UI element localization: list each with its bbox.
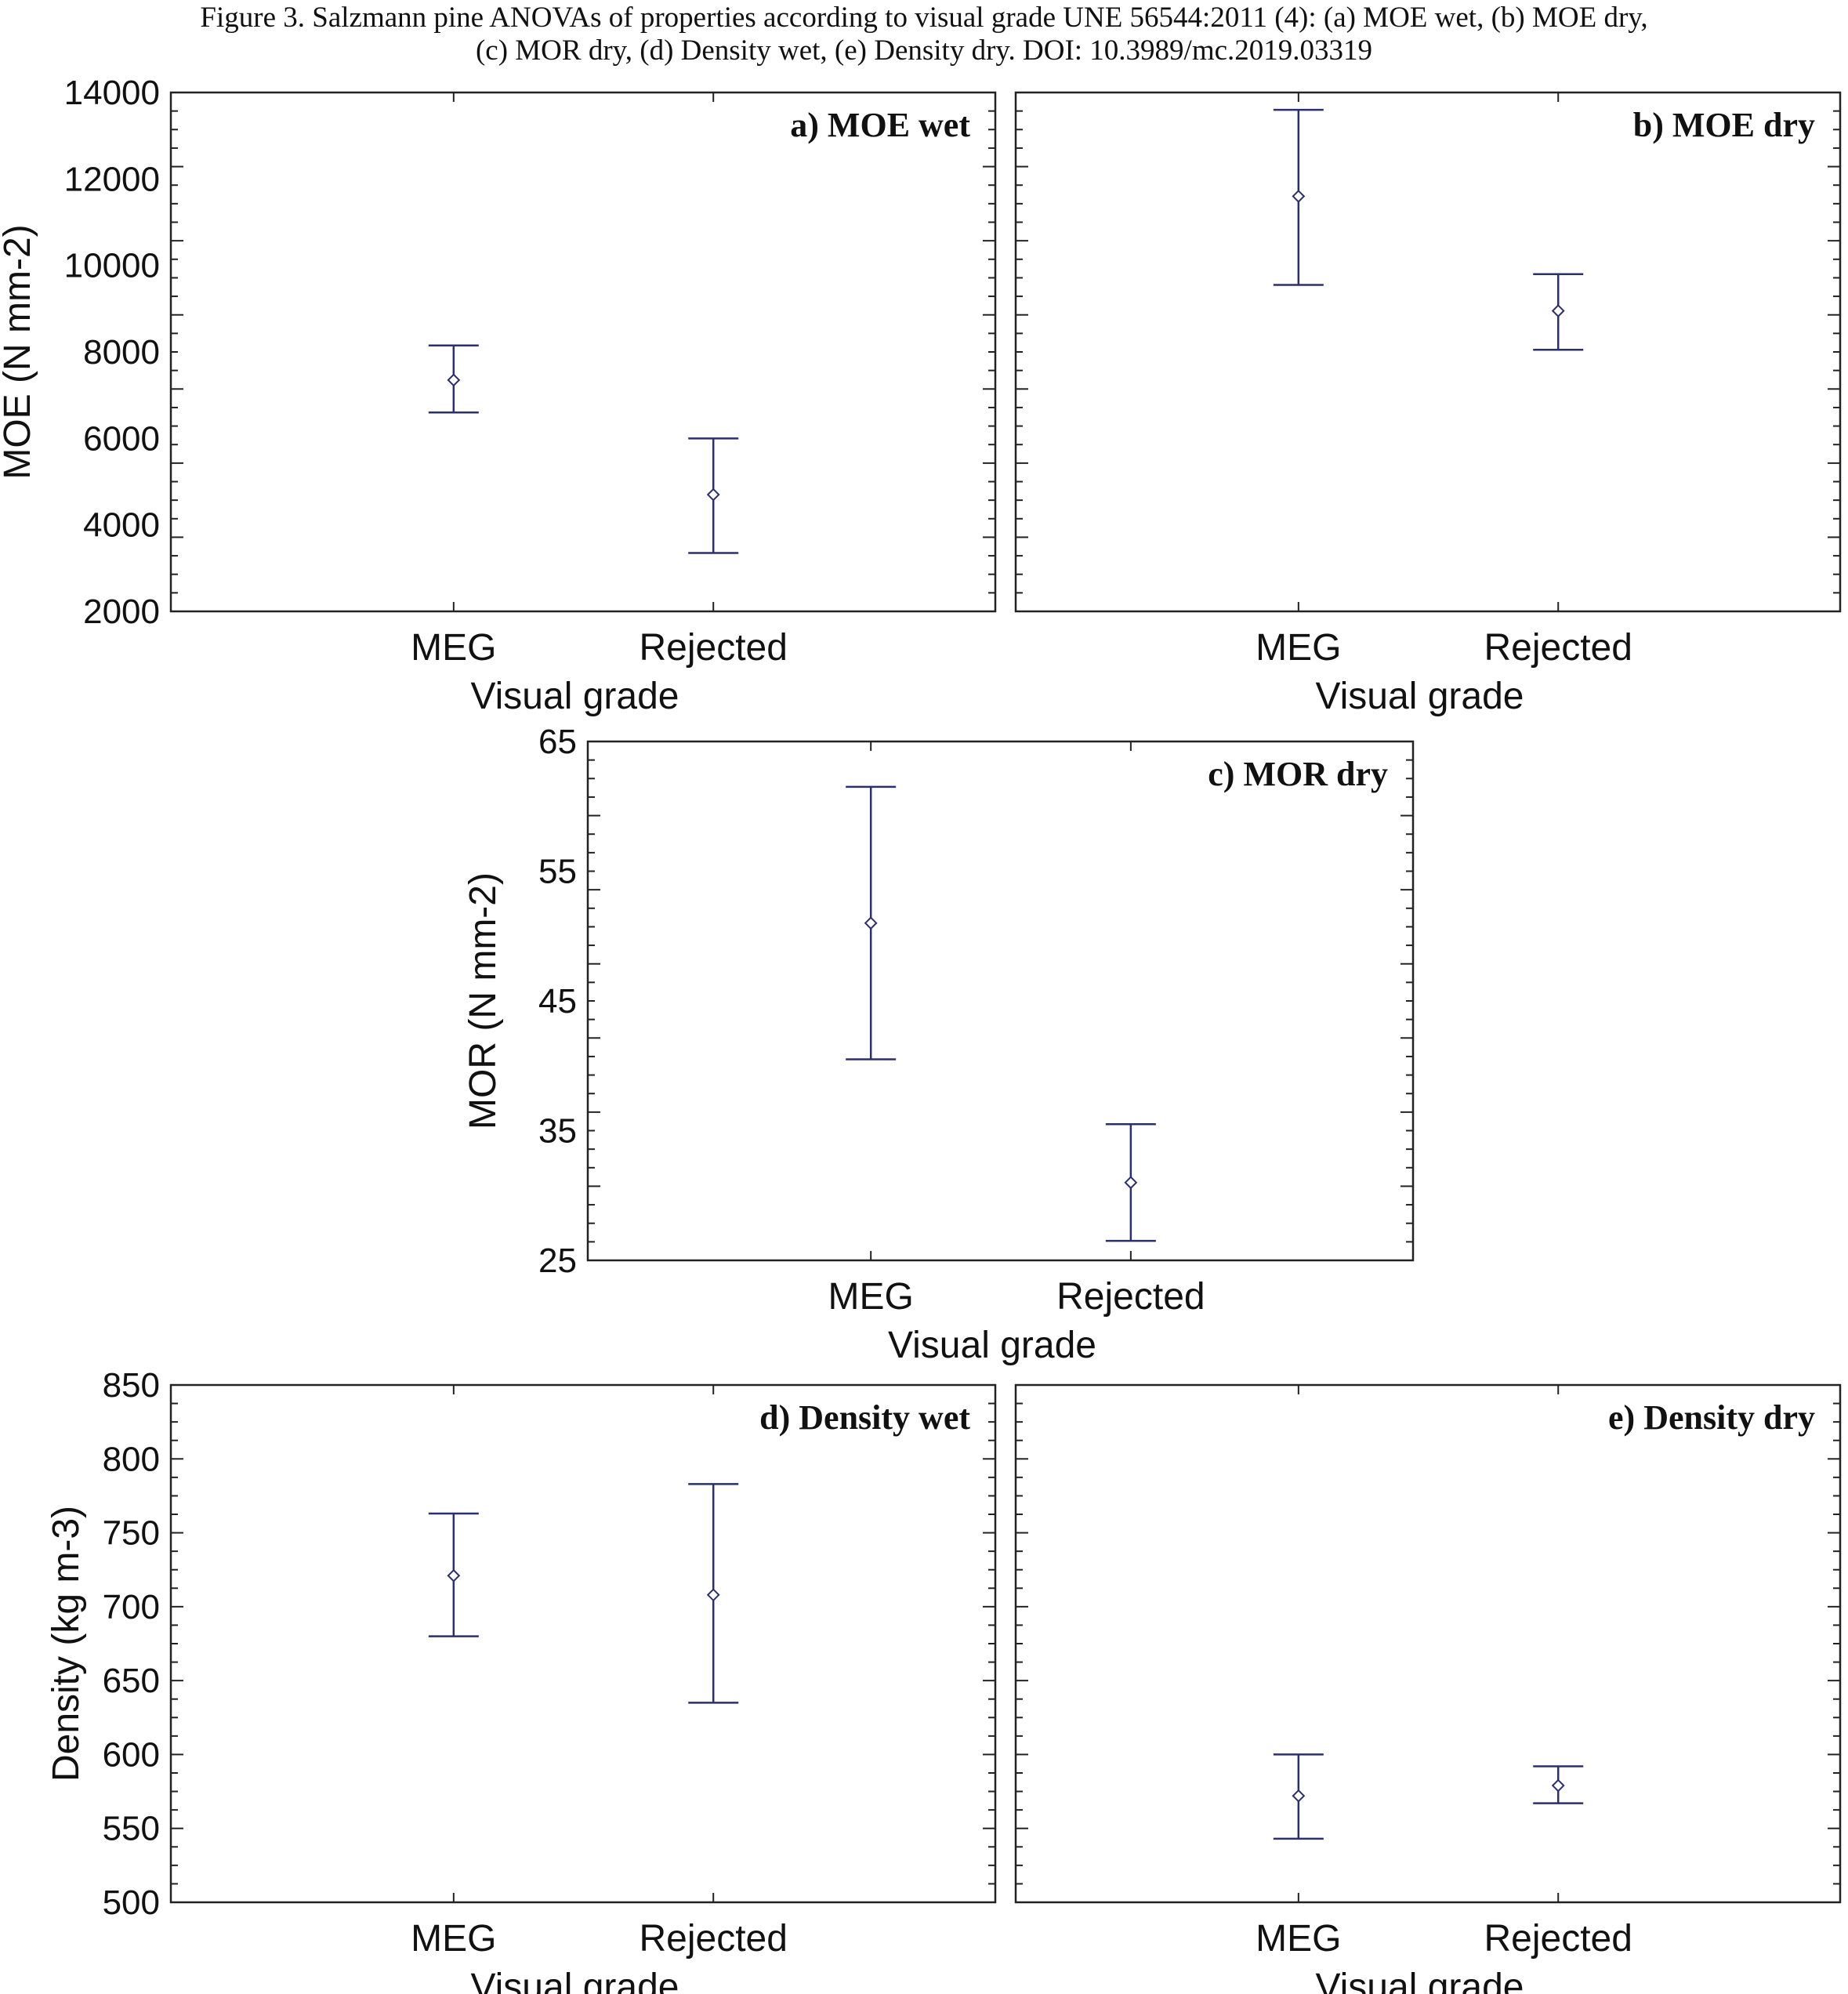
y-tick-label: 2000 bbox=[83, 593, 160, 631]
interval-rejected bbox=[688, 1483, 739, 1704]
panel-d: 500 550 600 650 700 750 800 850 Density (kg m-3)… bbox=[45, 1366, 997, 1994]
interval-meg bbox=[1273, 1753, 1324, 1840]
plot-frame bbox=[169, 1383, 997, 1904]
y-tick-label: 8000 bbox=[83, 333, 160, 372]
y-tick-label: 550 bbox=[103, 1810, 160, 1848]
panel-title: e) Density dry bbox=[1608, 1398, 1815, 1437]
mean-marker bbox=[1124, 1176, 1138, 1190]
interval-meg bbox=[428, 1512, 479, 1637]
x-axis-title: Visual grade bbox=[888, 1325, 1096, 1366]
x-category-label: Rejected bbox=[1484, 1918, 1632, 1960]
panel-title: c) MOR dry bbox=[1208, 755, 1388, 793]
panel-a: 2000 4000 6000 8000 10000 12000 14000 MOE (N mm… bbox=[0, 74, 997, 717]
y-tick-label: 650 bbox=[103, 1662, 160, 1700]
y-tick-label: 800 bbox=[103, 1440, 160, 1478]
interval-meg bbox=[1273, 108, 1324, 286]
y-tick-label: 55 bbox=[538, 853, 577, 891]
y-axis-title: Density (kg m-3) bbox=[45, 1506, 87, 1782]
caption-line-1: Figure 3. Salzmann pine ANOVAs of proper… bbox=[200, 2, 1648, 34]
interval-meg bbox=[428, 344, 479, 414]
x-axis-title: Visual grade bbox=[1315, 676, 1524, 717]
interval-meg bbox=[846, 785, 897, 1060]
y-tick-label: 700 bbox=[103, 1588, 160, 1626]
x-axis-title: Visual grade bbox=[470, 1967, 679, 1994]
mean-marker bbox=[864, 916, 878, 930]
plot-frame bbox=[1014, 1383, 1842, 1904]
mean-marker bbox=[447, 1568, 461, 1583]
plot-frame bbox=[1014, 91, 1842, 613]
x-category-label: Rejected bbox=[1484, 627, 1632, 669]
y-tick-label: 600 bbox=[103, 1735, 160, 1774]
panel-title: d) Density wet bbox=[759, 1398, 970, 1437]
x-category-label: MEG bbox=[1256, 627, 1341, 669]
x-axis-title: Visual grade bbox=[470, 676, 679, 717]
y-axis-title: MOE (N mm-2) bbox=[0, 224, 38, 479]
y-tick-label: 12000 bbox=[64, 160, 160, 198]
plot-frame bbox=[586, 740, 1415, 1262]
x-category-label: Rejected bbox=[1056, 1276, 1205, 1318]
mean-marker bbox=[1292, 1789, 1306, 1803]
interval-rejected bbox=[1533, 1765, 1584, 1804]
caption-line-2: (c) MOR dry, (d) Density wet, (e) Densit… bbox=[475, 34, 1373, 67]
interval-rejected bbox=[688, 437, 739, 554]
y-tick-label: 45 bbox=[538, 982, 577, 1021]
y-tick-label: 25 bbox=[538, 1242, 577, 1280]
y-tick-label: 6000 bbox=[83, 419, 160, 458]
x-category-label: MEG bbox=[828, 1276, 914, 1318]
y-axis-title: MOR (N mm-2) bbox=[462, 872, 504, 1129]
y-tick-label: 750 bbox=[103, 1514, 160, 1553]
interval-rejected bbox=[1533, 273, 1584, 351]
mean-marker bbox=[1551, 1778, 1565, 1793]
y-tick-label: 10000 bbox=[64, 247, 160, 285]
x-category-label: Rejected bbox=[639, 627, 787, 669]
mean-marker bbox=[706, 488, 720, 502]
y-tick-label: 65 bbox=[538, 723, 577, 761]
mean-marker bbox=[1551, 304, 1565, 318]
y-tick-label: 500 bbox=[103, 1883, 160, 1922]
panel-title: b) MOE dry bbox=[1633, 106, 1815, 144]
interval-rejected bbox=[1105, 1122, 1156, 1242]
figure-caption: Figure 3. Salzmann pine ANOVAs of proper… bbox=[0, 0, 1848, 67]
x-category-label: MEG bbox=[411, 627, 496, 669]
plot-frame bbox=[169, 91, 997, 613]
x-category-label: MEG bbox=[411, 1918, 496, 1960]
mean-marker bbox=[706, 1588, 720, 1602]
y-tick-label: 35 bbox=[538, 1112, 577, 1151]
panel-title: a) MOE wet bbox=[790, 106, 970, 144]
panel-c: 25 35 45 55 65 MOR (N mm-2) MEG Rejected Visual … bbox=[462, 723, 1415, 1366]
y-tick-label: 850 bbox=[103, 1366, 160, 1405]
x-category-label: MEG bbox=[1256, 1918, 1341, 1960]
x-axis-title: Visual grade bbox=[1315, 1967, 1524, 1994]
panel-b: MEG Rejected Visual grade b) MOE dry bbox=[1014, 91, 1842, 717]
x-category-label: Rejected bbox=[639, 1918, 787, 1960]
mean-marker bbox=[447, 373, 461, 387]
y-tick-label: 14000 bbox=[64, 74, 160, 112]
mean-marker bbox=[1292, 189, 1306, 203]
panel-e: MEG Rejected Visual grade e) Density dry bbox=[1014, 1383, 1842, 1994]
y-tick-label: 4000 bbox=[83, 506, 160, 545]
